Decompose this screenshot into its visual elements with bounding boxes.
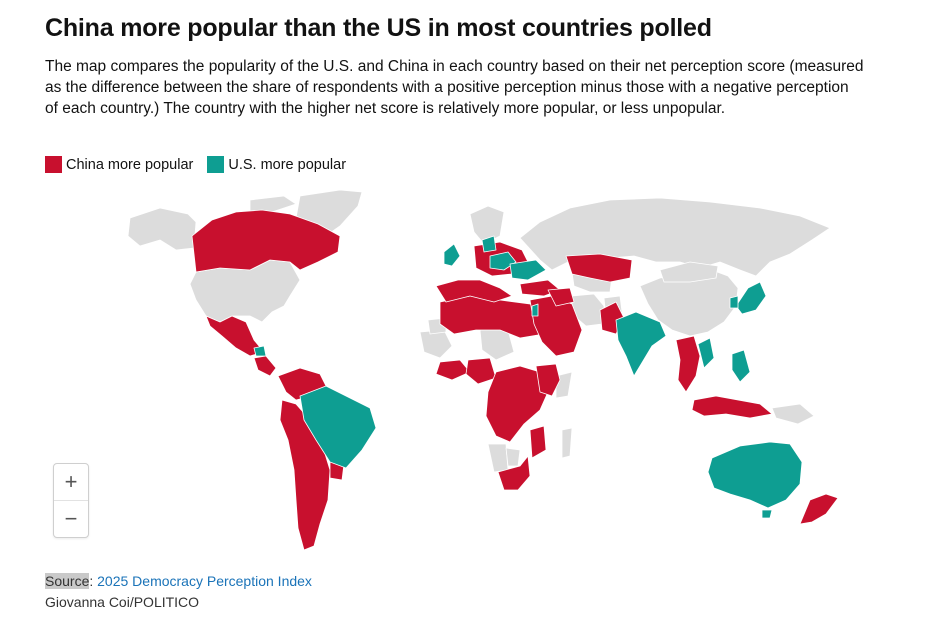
- source-label: Source: [45, 573, 90, 589]
- source-line: Source: 2025 Democracy Perception Index: [45, 573, 312, 589]
- country-india: [615, 311, 667, 377]
- country-southeast-asia: [675, 335, 701, 393]
- legend-label-us: U.S. more popular: [228, 156, 347, 173]
- country-central-america: [253, 355, 277, 377]
- country-canada: [191, 209, 341, 273]
- country-sahel: [479, 329, 515, 361]
- country-south-korea: [729, 295, 739, 309]
- zoom-in-button[interactable]: +: [64, 469, 78, 494]
- chart-subtitle: The map compares the popularity of the U…: [45, 58, 864, 117]
- country-caribbean: [253, 345, 267, 357]
- country-southern-europe: [435, 279, 513, 303]
- country-australia: [707, 441, 803, 509]
- country-scandinavia: [469, 205, 505, 245]
- chart-title: China more popular than the US in most c…: [45, 14, 712, 42]
- country-west-africa-coast: [435, 359, 471, 381]
- country-alaska: [127, 207, 197, 251]
- country-new-zealand: [799, 493, 839, 525]
- world-map[interactable]: [0, 185, 925, 555]
- country-nordic-teal: [481, 235, 497, 253]
- zoom-control: + −: [53, 463, 89, 538]
- legend-swatch-china: [45, 156, 62, 173]
- country-namibia: [487, 443, 509, 473]
- credit-line: Giovanna Coi/POLITICO: [45, 594, 200, 610]
- country-brazil: [299, 385, 377, 469]
- us-more-popular-countries: [253, 235, 803, 519]
- country-tasmania: [761, 509, 773, 519]
- country-iraq: [547, 287, 575, 307]
- country-russia: [519, 197, 831, 277]
- legend-label-china: China more popular: [66, 156, 194, 173]
- legend-item-china: China more popular: [45, 156, 193, 173]
- legend-swatch-us: [207, 156, 225, 173]
- country-kazakhstan: [565, 253, 633, 283]
- country-philippines: [731, 349, 751, 383]
- country-uk: [443, 243, 461, 267]
- country-central-africa: [485, 365, 549, 443]
- country-israel: [531, 303, 539, 317]
- country-png: [771, 403, 815, 425]
- country-arctic-islands: [249, 195, 297, 213]
- country-ukraine: [509, 259, 547, 281]
- country-mongolia: [659, 261, 719, 283]
- zoom-out-button[interactable]: −: [54, 500, 88, 537]
- country-indonesia: [691, 395, 773, 419]
- country-nigeria: [465, 357, 497, 385]
- country-mozambique: [529, 425, 547, 459]
- country-southern-africa: [497, 455, 531, 491]
- country-east-africa: [535, 363, 561, 397]
- country-madagascar: [561, 427, 573, 459]
- legend-item-us: U.S. more popular: [207, 156, 346, 173]
- country-vietnam: [697, 337, 715, 369]
- country-botswana: [505, 447, 521, 467]
- country-japan: [735, 281, 767, 315]
- legend: China more popular U.S. more popular: [45, 156, 360, 173]
- source-link[interactable]: 2025 Democracy Perception Index: [97, 573, 312, 589]
- country-west-africa: [419, 329, 453, 359]
